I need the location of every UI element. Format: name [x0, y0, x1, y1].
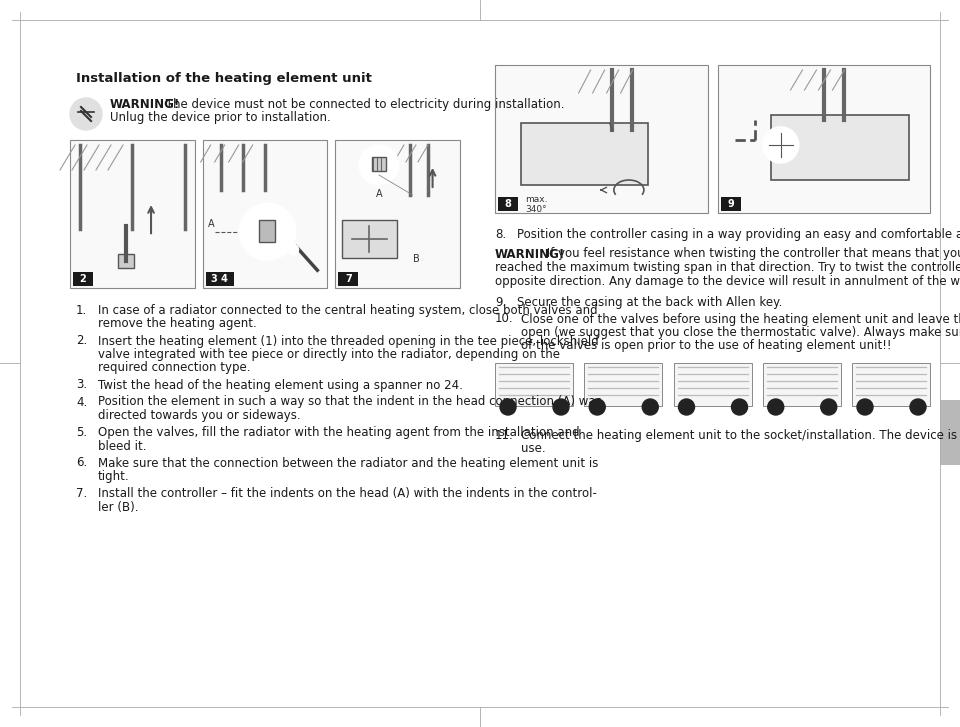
Text: B: B [413, 254, 420, 264]
Text: 2.: 2. [76, 334, 87, 348]
Text: use.: use. [521, 443, 545, 456]
Text: If you feel resistance when twisting the controller that means that you have: If you feel resistance when twisting the… [543, 247, 960, 260]
Text: Secure the casing at the back with Allen key.: Secure the casing at the back with Allen… [517, 296, 782, 309]
Text: remove the heating agent.: remove the heating agent. [98, 318, 256, 331]
FancyBboxPatch shape [73, 272, 93, 286]
Text: 3.: 3. [76, 379, 87, 392]
Text: 8: 8 [505, 199, 512, 209]
Text: 340°: 340° [525, 205, 547, 214]
Text: Close one of the valves before using the heating element unit and leave the othe: Close one of the valves before using the… [521, 313, 960, 326]
Text: valve integrated with tee piece or directly into the radiator, depending on the: valve integrated with tee piece or direc… [98, 348, 560, 361]
Text: Installation of the heating element unit: Installation of the heating element unit [76, 72, 372, 85]
Circle shape [70, 98, 102, 130]
FancyBboxPatch shape [940, 400, 960, 465]
Text: 1.: 1. [76, 304, 87, 317]
Text: max.: max. [525, 195, 548, 204]
FancyBboxPatch shape [205, 272, 233, 286]
FancyBboxPatch shape [70, 140, 195, 288]
Circle shape [768, 399, 783, 415]
FancyBboxPatch shape [495, 363, 573, 406]
Text: Twist the head of the heating element using a spanner no 24.: Twist the head of the heating element us… [98, 379, 463, 392]
FancyBboxPatch shape [771, 115, 909, 180]
Text: 6.: 6. [76, 457, 87, 470]
FancyBboxPatch shape [585, 363, 662, 406]
FancyBboxPatch shape [495, 65, 708, 213]
Text: The device must not be connected to electricity during installation.: The device must not be connected to elec… [162, 98, 564, 111]
Text: Connect the heating element unit to the socket/installation. The device is ready: Connect the heating element unit to the … [521, 429, 960, 442]
FancyBboxPatch shape [335, 140, 460, 288]
Text: WARNING!: WARNING! [495, 247, 565, 260]
Text: tight.: tight. [98, 470, 130, 483]
Text: Open the valves, fill the radiator with the heating agent from the installation : Open the valves, fill the radiator with … [98, 426, 580, 439]
Text: 11.: 11. [495, 429, 514, 442]
Text: Position the controller casing in a way providing an easy and comfortable access: Position the controller casing in a way … [517, 228, 960, 241]
Text: opposite direction. Any damage to the device will result in annulment of the war: opposite direction. Any damage to the de… [495, 275, 960, 287]
Circle shape [589, 399, 605, 415]
FancyBboxPatch shape [342, 220, 396, 258]
Text: 10.: 10. [495, 313, 514, 326]
Text: Install the controller – fit the indents on the head (A) with the indents in the: Install the controller – fit the indents… [98, 487, 597, 500]
Text: 5.: 5. [76, 426, 87, 439]
Circle shape [288, 244, 299, 254]
Text: ler (B).: ler (B). [98, 500, 138, 513]
Text: bleed it.: bleed it. [98, 440, 147, 452]
Text: 8.: 8. [495, 228, 506, 241]
Text: 9: 9 [727, 199, 733, 209]
Text: required connection type.: required connection type. [98, 361, 251, 374]
Text: Position the element in such a way so that the indent in the head connection (A): Position the element in such a way so th… [98, 395, 602, 409]
Text: A: A [375, 189, 382, 199]
FancyBboxPatch shape [721, 197, 740, 211]
Circle shape [679, 399, 694, 415]
Circle shape [762, 127, 799, 163]
Text: WARNING!: WARNING! [110, 98, 180, 111]
FancyBboxPatch shape [852, 363, 930, 406]
FancyBboxPatch shape [520, 123, 648, 185]
Text: 9.: 9. [495, 296, 506, 309]
Text: Insert the heating element (1) into the threaded opening in the tee piece, locks: Insert the heating element (1) into the … [98, 334, 599, 348]
Circle shape [553, 399, 569, 415]
FancyBboxPatch shape [717, 65, 930, 213]
Text: of the valves is open prior to the use of heating element unit!!: of the valves is open prior to the use o… [521, 340, 892, 353]
FancyBboxPatch shape [338, 272, 358, 286]
Text: directed towards you or sideways.: directed towards you or sideways. [98, 409, 300, 422]
Text: 4.: 4. [76, 395, 87, 409]
Circle shape [821, 399, 837, 415]
Circle shape [359, 145, 399, 185]
Circle shape [642, 399, 659, 415]
Text: 7.: 7. [76, 487, 87, 500]
Text: reached the maximum twisting span in that direction. Try to twist the controller: reached the maximum twisting span in tha… [495, 261, 960, 274]
Circle shape [910, 399, 926, 415]
Circle shape [500, 399, 516, 415]
FancyBboxPatch shape [118, 254, 134, 268]
Circle shape [732, 399, 748, 415]
Text: 3 4: 3 4 [211, 274, 228, 284]
FancyBboxPatch shape [372, 157, 386, 171]
FancyBboxPatch shape [763, 363, 841, 406]
Text: 2: 2 [80, 274, 86, 284]
Circle shape [239, 204, 296, 260]
Text: Unlug the device prior to installation.: Unlug the device prior to installation. [110, 111, 331, 124]
Text: In case of a radiator connected to the central heating system, close both valves: In case of a radiator connected to the c… [98, 304, 598, 317]
Text: open (we suggest that you close the thermostatic valve). Always make sure that o: open (we suggest that you close the ther… [521, 326, 960, 339]
FancyBboxPatch shape [259, 220, 276, 242]
Circle shape [857, 399, 873, 415]
Text: A: A [207, 219, 214, 229]
Text: Make sure that the connection between the radiator and the heating element unit : Make sure that the connection between th… [98, 457, 598, 470]
FancyBboxPatch shape [498, 197, 518, 211]
Text: 7: 7 [345, 274, 351, 284]
FancyBboxPatch shape [674, 363, 752, 406]
FancyBboxPatch shape [203, 140, 327, 288]
